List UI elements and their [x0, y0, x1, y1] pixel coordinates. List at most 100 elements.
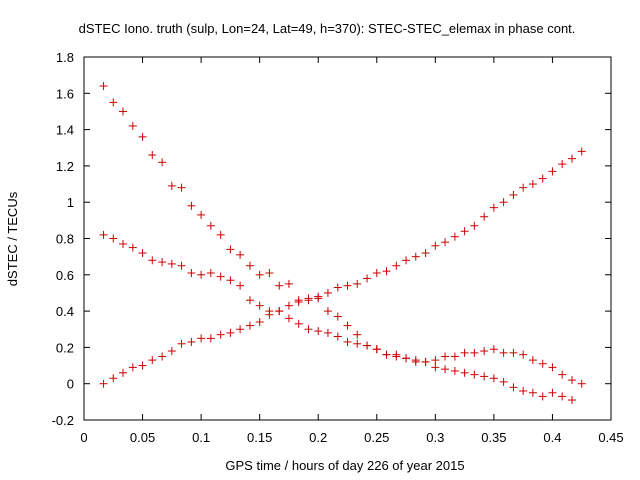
data-point — [548, 388, 557, 397]
data-point — [245, 296, 254, 305]
data-point — [245, 261, 254, 270]
data-point — [568, 396, 577, 405]
data-point — [216, 330, 225, 339]
data-point — [118, 107, 127, 116]
x-tick-label: 0.2 — [309, 430, 327, 445]
data-point — [441, 238, 450, 247]
data-point — [470, 221, 479, 230]
data-point — [167, 181, 176, 190]
data-point — [177, 183, 186, 192]
data-point — [548, 363, 557, 372]
data-point — [353, 279, 362, 288]
y-tick-label: 1.6 — [56, 86, 74, 101]
data-point — [236, 325, 245, 334]
data-point — [99, 82, 108, 91]
data-point — [363, 274, 372, 283]
data-point — [255, 317, 264, 326]
data-point — [99, 379, 108, 388]
data-point — [294, 319, 303, 328]
data-point — [499, 348, 508, 357]
data-point — [118, 239, 127, 248]
data-point — [275, 307, 284, 316]
data-point — [460, 348, 469, 357]
data-point — [216, 230, 225, 239]
y-tick-label: 0.8 — [56, 232, 74, 247]
data-point — [284, 301, 293, 310]
data-point — [509, 348, 518, 357]
data-point — [402, 256, 411, 265]
y-tick-label: 1.4 — [56, 123, 74, 138]
data-point — [284, 279, 293, 288]
data-marks — [99, 82, 586, 405]
data-point — [109, 98, 118, 107]
x-tick-label: 0.45 — [598, 430, 623, 445]
data-point — [158, 258, 167, 267]
data-point — [372, 268, 381, 277]
data-point — [519, 183, 528, 192]
y-axis-label: dSTEC / TECUs — [5, 191, 20, 286]
data-point — [314, 292, 323, 301]
data-point — [333, 283, 342, 292]
data-point — [265, 268, 274, 277]
data-point — [470, 370, 479, 379]
data-point — [197, 210, 206, 219]
data-point — [499, 377, 508, 386]
data-point — [206, 221, 215, 230]
data-point — [236, 250, 245, 259]
data-point — [489, 203, 498, 212]
data-point — [519, 386, 528, 395]
data-point — [489, 345, 498, 354]
data-point — [167, 347, 176, 356]
data-point — [99, 230, 108, 239]
data-point — [343, 337, 352, 346]
data-point — [568, 376, 577, 385]
data-point — [128, 243, 137, 252]
y-tick-label: 1.8 — [56, 50, 74, 65]
data-point — [265, 310, 274, 319]
data-point — [226, 328, 235, 337]
data-point — [548, 167, 557, 176]
y-tick-label: 0.4 — [56, 304, 74, 319]
y-axis-ticks: -0.2 0 0.2 0.4 0.6 0.8 1 1.2 1.4 1.6 1.8 — [52, 50, 611, 428]
data-point — [343, 281, 352, 290]
data-point — [148, 256, 157, 265]
data-point — [197, 334, 206, 343]
data-point — [509, 383, 518, 392]
data-point — [333, 312, 342, 321]
data-point — [450, 366, 459, 375]
data-point — [323, 328, 332, 337]
data-point — [411, 252, 420, 261]
data-point — [450, 352, 459, 361]
data-point — [382, 350, 391, 359]
data-point — [489, 374, 498, 383]
plot-frame — [83, 56, 612, 421]
data-point — [509, 190, 518, 199]
data-point — [392, 261, 401, 270]
data-point — [158, 352, 167, 361]
data-point — [177, 339, 186, 348]
data-point — [421, 357, 430, 366]
data-point — [577, 379, 586, 388]
data-point — [470, 348, 479, 357]
data-point — [177, 261, 186, 270]
data-point — [538, 174, 547, 183]
data-point — [187, 268, 196, 277]
data-point — [333, 332, 342, 341]
x-tick-label: 0 — [80, 430, 87, 445]
y-tick-label: 1.2 — [56, 159, 74, 174]
data-point — [323, 307, 332, 316]
data-point — [245, 321, 254, 330]
data-point — [460, 227, 469, 236]
data-point — [158, 158, 167, 167]
data-point — [441, 365, 450, 374]
data-point — [421, 249, 430, 258]
data-point — [558, 370, 567, 379]
data-point — [148, 356, 157, 365]
data-point — [528, 356, 537, 365]
data-point — [528, 180, 537, 189]
data-point — [538, 359, 547, 368]
data-point — [519, 350, 528, 359]
data-point — [460, 368, 469, 377]
y-tick-label: -0.2 — [52, 413, 74, 428]
x-tick-label: 0.4 — [543, 430, 561, 445]
